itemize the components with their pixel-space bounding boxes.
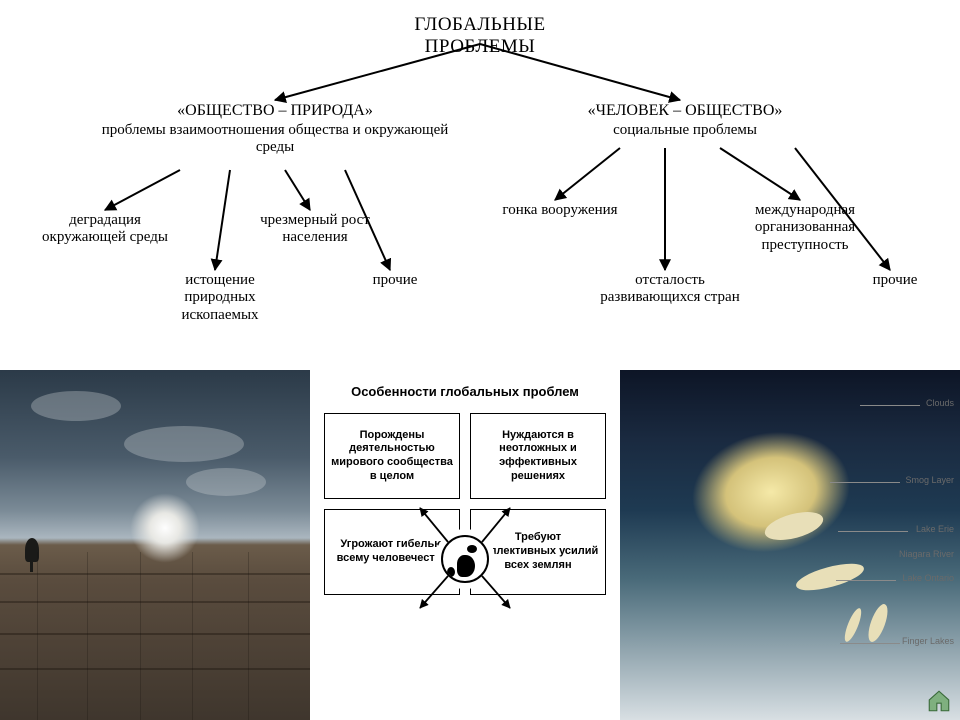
tree-title: ГЛОБАЛЬНЫЕ ПРОБЛЕМЫ [370, 14, 590, 58]
satlabel-clouds: Clouds [926, 398, 954, 408]
leaf-l1: деградация окружающей среды [35, 212, 175, 247]
satlabel-finger: Finger Lakes [902, 636, 954, 646]
leaf-r4: прочие [860, 272, 930, 289]
satlabel-erie: Lake Erie [916, 524, 954, 534]
branch-left-head: «ОБЩЕСТВО – ПРИРОДА» [115, 102, 435, 120]
leaf-r2: отсталость развивающихся стран [595, 272, 745, 307]
features-title: Особенности глобальных проблем [318, 384, 612, 399]
feature-box-tl: Порождены деятельностью мирового сообщес… [324, 413, 460, 499]
tree-diagram: ГЛОБАЛЬНЫЕ ПРОБЛЕМЫ «ОБЩЕСТВО – ПРИРОДА»… [0, 0, 960, 370]
leaf-r1: гонка вооружения [495, 202, 625, 219]
home-icon[interactable] [926, 688, 952, 714]
leaf-l4: прочие [360, 272, 430, 289]
feature-box-tr: Нуждаются в неотложных и эффективных реш… [470, 413, 606, 499]
satlabel-ontario: Lake Ontario [902, 573, 954, 583]
sun-icon [130, 493, 200, 563]
leaf-l3: чрезмерный рост населения [255, 212, 375, 247]
globe-icon [435, 529, 495, 589]
branch-right-head: «ЧЕЛОВЕК – ОБЩЕСТВО» [555, 102, 815, 120]
features-infographic: Особенности глобальных проблем Порождены… [310, 370, 620, 720]
photo-drought [0, 370, 310, 720]
branch-left-sub: проблемы взаимоотношения общества и окру… [90, 122, 460, 157]
satlabel-niagara: Niagara River [899, 549, 954, 559]
leaf-l2: истощение природных ископаемых [155, 272, 285, 324]
bottom-row: Особенности глобальных проблем Порождены… [0, 370, 960, 720]
leaf-r3: международная организованная преступност… [720, 202, 890, 254]
satlabel-smog: Smog Layer [905, 475, 954, 485]
branch-right-sub: социальные проблемы [580, 122, 790, 139]
photo-satellite: Clouds Smog Layer Lake Erie Lake Ontario… [620, 370, 960, 720]
